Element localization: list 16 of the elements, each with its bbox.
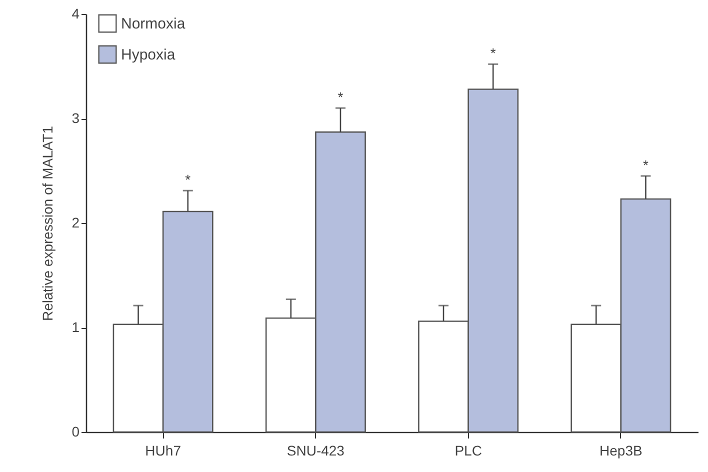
- y-tick-label: 2: [72, 214, 80, 230]
- y-axis-title: Relative expression of MALAT1: [40, 126, 56, 322]
- x-tick-label: HUh7: [145, 442, 182, 458]
- y-tick-label: 0: [72, 424, 80, 440]
- x-tick-label: PLC: [454, 442, 482, 458]
- annotation: *: [643, 156, 649, 173]
- annotation: *: [338, 89, 344, 106]
- x-tick-label: SNU-423: [286, 442, 345, 458]
- x-tick-label: Hep3B: [600, 442, 642, 458]
- annotation: *: [490, 45, 496, 62]
- legend-label: Hypoxia: [121, 46, 176, 64]
- legend-label: Normoxia: [121, 16, 186, 32]
- y-tick-label: 3: [72, 110, 80, 126]
- y-tick-label: 1: [72, 319, 80, 335]
- annotation: *: [185, 172, 192, 188]
- y-tick-label: 4: [72, 6, 80, 22]
